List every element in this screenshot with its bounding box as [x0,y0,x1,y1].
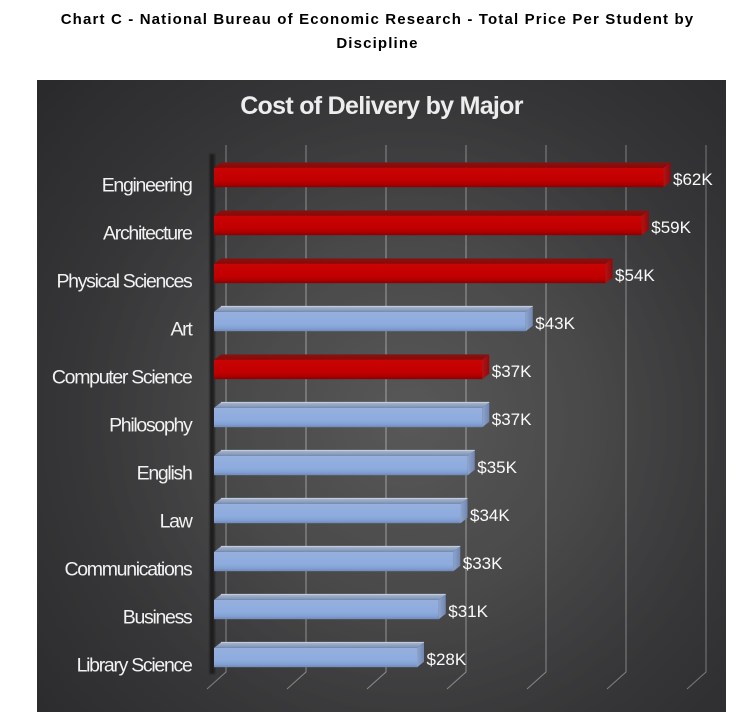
svg-text:$28K: $28K [427,650,467,669]
svg-text:Law: Law [160,510,194,532]
svg-text:Art: Art [170,318,193,340]
svg-text:Communications: Communications [64,558,193,580]
svg-text:$37K: $37K [492,362,532,381]
svg-text:$43K: $43K [535,314,575,333]
svg-text:Philosophy: Philosophy [109,414,193,436]
svg-text:$34K: $34K [470,506,510,525]
svg-text:Computer Science: Computer Science [52,366,192,388]
svg-text:$59K: $59K [651,218,691,237]
svg-text:Architecture: Architecture [103,222,192,244]
svg-text:$54K: $54K [615,266,655,285]
svg-text:Physical Sciences: Physical Sciences [56,270,193,292]
svg-text:Business: Business [123,606,193,628]
svg-text:$62K: $62K [673,170,713,189]
svg-text:Engineering: Engineering [102,174,192,196]
svg-text:Library Science: Library Science [77,654,192,676]
svg-text:$35K: $35K [477,458,517,477]
svg-text:$33K: $33K [463,554,503,573]
svg-text:$37K: $37K [492,410,532,429]
svg-text:$31K: $31K [448,602,488,621]
svg-text:English: English [137,462,192,484]
